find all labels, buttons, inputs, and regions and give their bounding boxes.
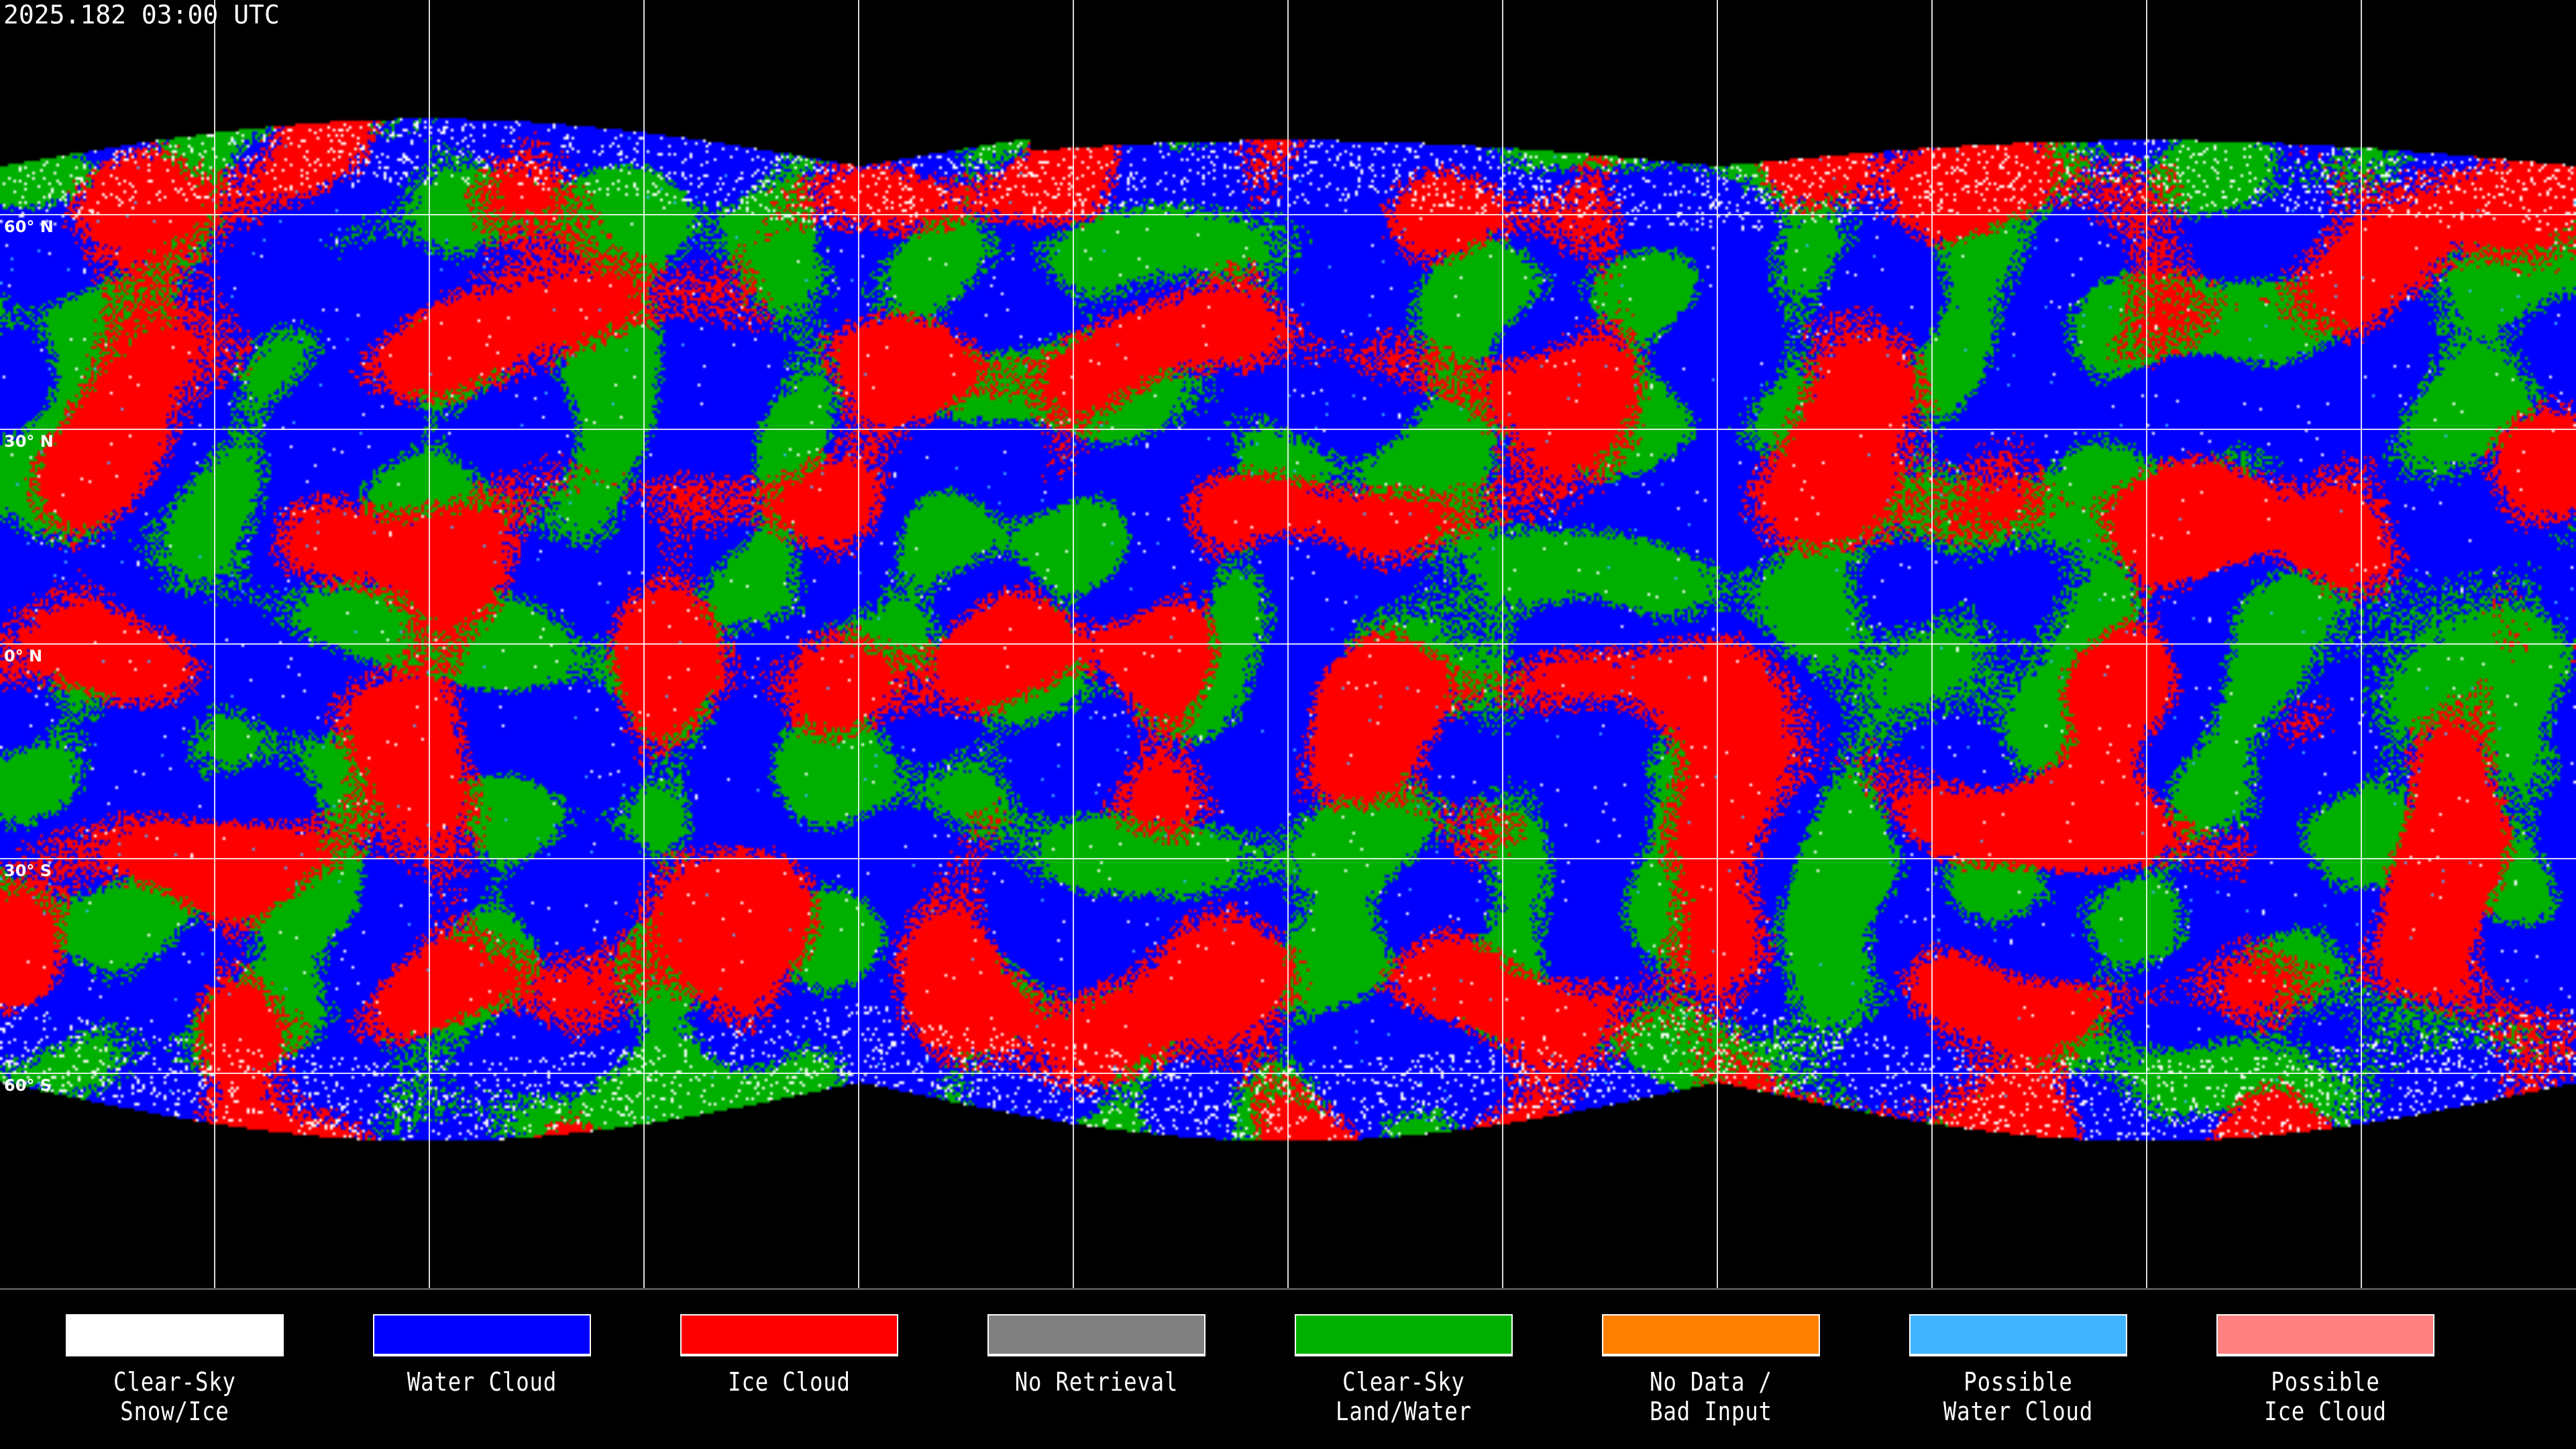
latitude-label: 30° S: [4, 861, 52, 880]
legend-label: Ice Cloud: [728, 1367, 851, 1397]
legend-item: Possible Ice Cloud: [2216, 1314, 2434, 1426]
legend-label: Clear-Sky Snow/Ice: [113, 1367, 236, 1426]
legend-item: Clear-Sky Land/Water: [1295, 1314, 1513, 1426]
legend-swatch: [1909, 1314, 2127, 1356]
legend-swatch: [2216, 1314, 2434, 1356]
legend-label: No Data / Bad Input: [1650, 1367, 1772, 1426]
latitude-label: 60° N: [4, 217, 54, 236]
legend-swatch: [680, 1314, 898, 1356]
latitude-label: 60° S: [4, 1076, 52, 1095]
legend-item: No Data / Bad Input: [1602, 1314, 1820, 1426]
lat-lon-grid: [0, 0, 2576, 1288]
latitude-label: 0° N: [4, 647, 43, 665]
legend-swatch: [66, 1314, 284, 1356]
legend-swatch: [1295, 1314, 1513, 1356]
legend-swatch: [1602, 1314, 1820, 1356]
legend-label: Possible Water Cloud: [1943, 1367, 2094, 1426]
legend-item: Water Cloud: [373, 1314, 591, 1397]
legend: Clear-Sky Snow/Ice Water Cloud Ice Cloud No…: [0, 1288, 2576, 1449]
legend-label: Possible Ice Cloud: [2264, 1367, 2387, 1426]
legend-item: Ice Cloud: [680, 1314, 898, 1397]
legend-label: No Retrieval: [1014, 1367, 1179, 1397]
legend-item: Clear-Sky Snow/Ice: [66, 1314, 284, 1426]
legend-item: Possible Water Cloud: [1909, 1314, 2127, 1426]
legend-swatch: [373, 1314, 591, 1356]
legend-item: No Retrieval: [987, 1314, 1205, 1397]
legend-label: Clear-Sky Land/Water: [1336, 1367, 1472, 1426]
timestamp-title: 2025.182 03:00 UTC: [3, 0, 280, 30]
latitude-label: 30° N: [4, 432, 54, 451]
legend-label: Water Cloud: [407, 1367, 557, 1397]
cloud-phase-map: 2025.182 03:00 UTC 60° N 30° N 0° N 30° S 60…: [0, 0, 2576, 1288]
legend-swatch: [987, 1314, 1205, 1356]
